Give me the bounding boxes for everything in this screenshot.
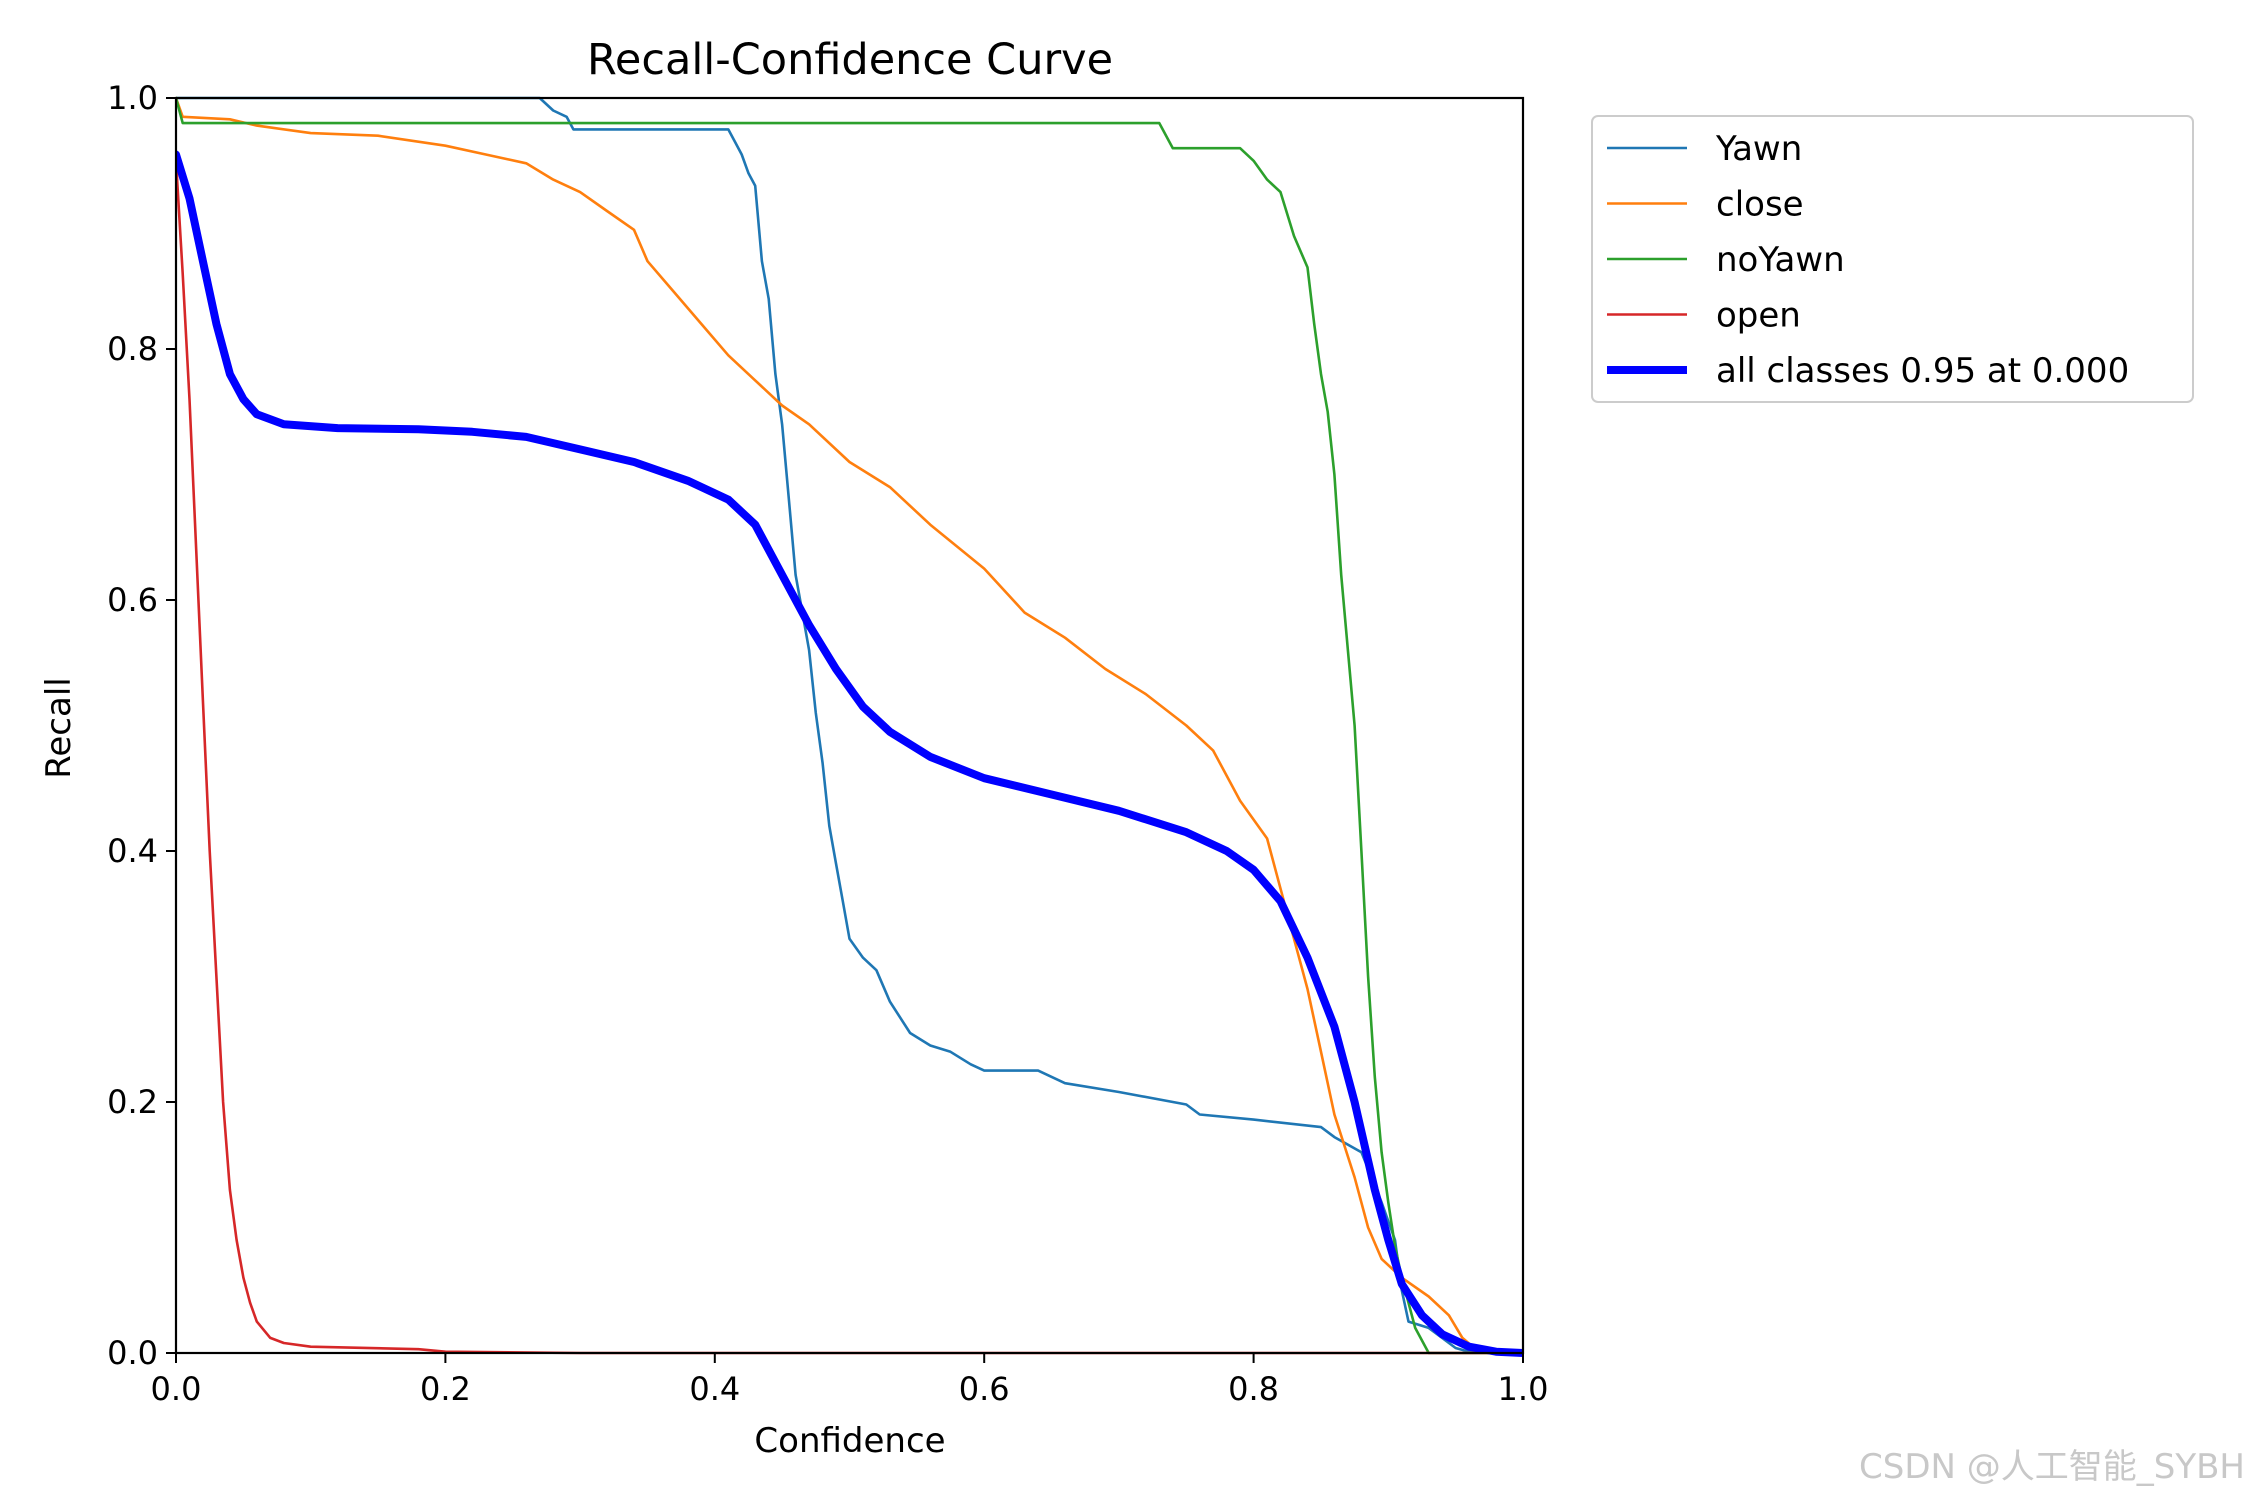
y-tick-label: 0.8: [107, 330, 158, 368]
x-axis-label: Confidence: [754, 1421, 945, 1461]
legend-label-open: open: [1716, 296, 1801, 336]
series-line-close: [176, 96, 1523, 1355]
legend-box: [1591, 115, 2194, 403]
legend: Yawn close noYawn open all classes 0.95 at 0…: [1591, 115, 2194, 403]
legend-label-yawn: Yawn: [1715, 129, 1802, 169]
y-tick-label: 0.4: [107, 832, 158, 870]
y-tick-label: 0.0: [107, 1334, 158, 1372]
series-line-open: [176, 159, 1523, 1355]
y-tick-label: 1.0: [107, 79, 158, 117]
y-tick-label: 0.2: [107, 1083, 158, 1121]
x-tick-label: 0.2: [420, 1370, 471, 1408]
watermark: CSDN @人工智能_SYBH: [1859, 1447, 2245, 1487]
x-tick-label: 0.4: [689, 1370, 740, 1408]
chart-title: Recall-Confidence Curve: [587, 35, 1113, 85]
plot-frame: [174, 96, 1525, 1355]
legend-label-all: all classes 0.95 at 0.000: [1716, 351, 2129, 391]
y-tick-label: 0.6: [107, 581, 158, 619]
legend-label-close: close: [1716, 185, 1804, 225]
series-line-all: [176, 150, 1523, 1357]
x-tick-label: 1.0: [1498, 1370, 1549, 1408]
x-tick-label: 0.0: [151, 1370, 202, 1408]
y-axis-label: Recall: [39, 677, 79, 778]
plot-area: [174, 96, 1525, 1357]
series-lines: [176, 96, 1523, 1357]
x-tick-label: 0.6: [959, 1370, 1010, 1408]
legend-label-noyawn: noYawn: [1716, 240, 1845, 280]
x-tick-label: 0.8: [1228, 1370, 1279, 1408]
axis-ticks: 0.0 0.2 0.4 0.6 0.8 1.0 0.0 0.2 0.4 0.6 0.8 1.0: [107, 79, 1548, 1408]
